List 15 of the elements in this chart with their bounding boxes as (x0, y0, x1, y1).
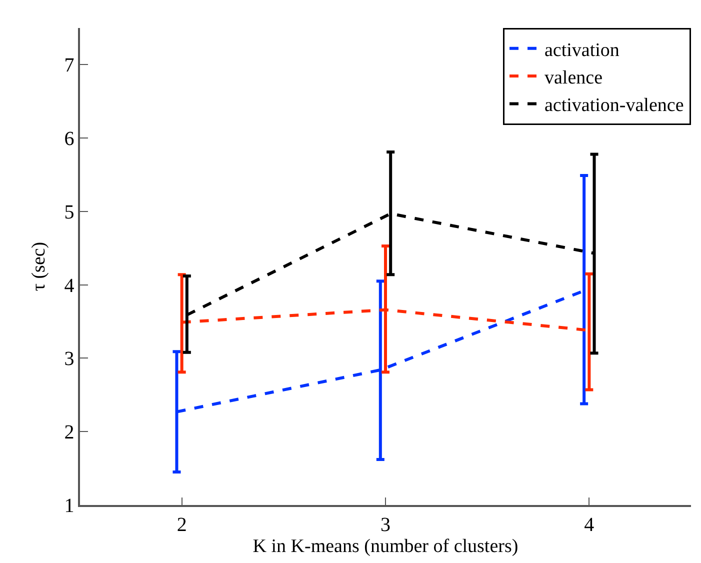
y-axis-title: τ (sec) (28, 242, 50, 292)
y-tick-label: 6 (64, 128, 74, 150)
y-tick-label: 2 (64, 422, 74, 444)
y-tick-label: 5 (64, 201, 74, 224)
y-tick-label: 1 (64, 495, 74, 517)
y-tick-label: 7 (64, 54, 74, 77)
x-axis-title: K in K-means (number of clusters) (252, 536, 518, 558)
y-tick-label: 4 (64, 274, 74, 297)
x-tick-label: 3 (380, 514, 390, 536)
legend-label: activation (544, 40, 620, 61)
x-tick-label: 2 (176, 514, 187, 536)
legend-label: activation-valence (544, 95, 684, 116)
legend-label: valence (544, 67, 603, 88)
y-tick-label: 3 (64, 348, 74, 370)
x-tick-label: 4 (584, 514, 594, 536)
